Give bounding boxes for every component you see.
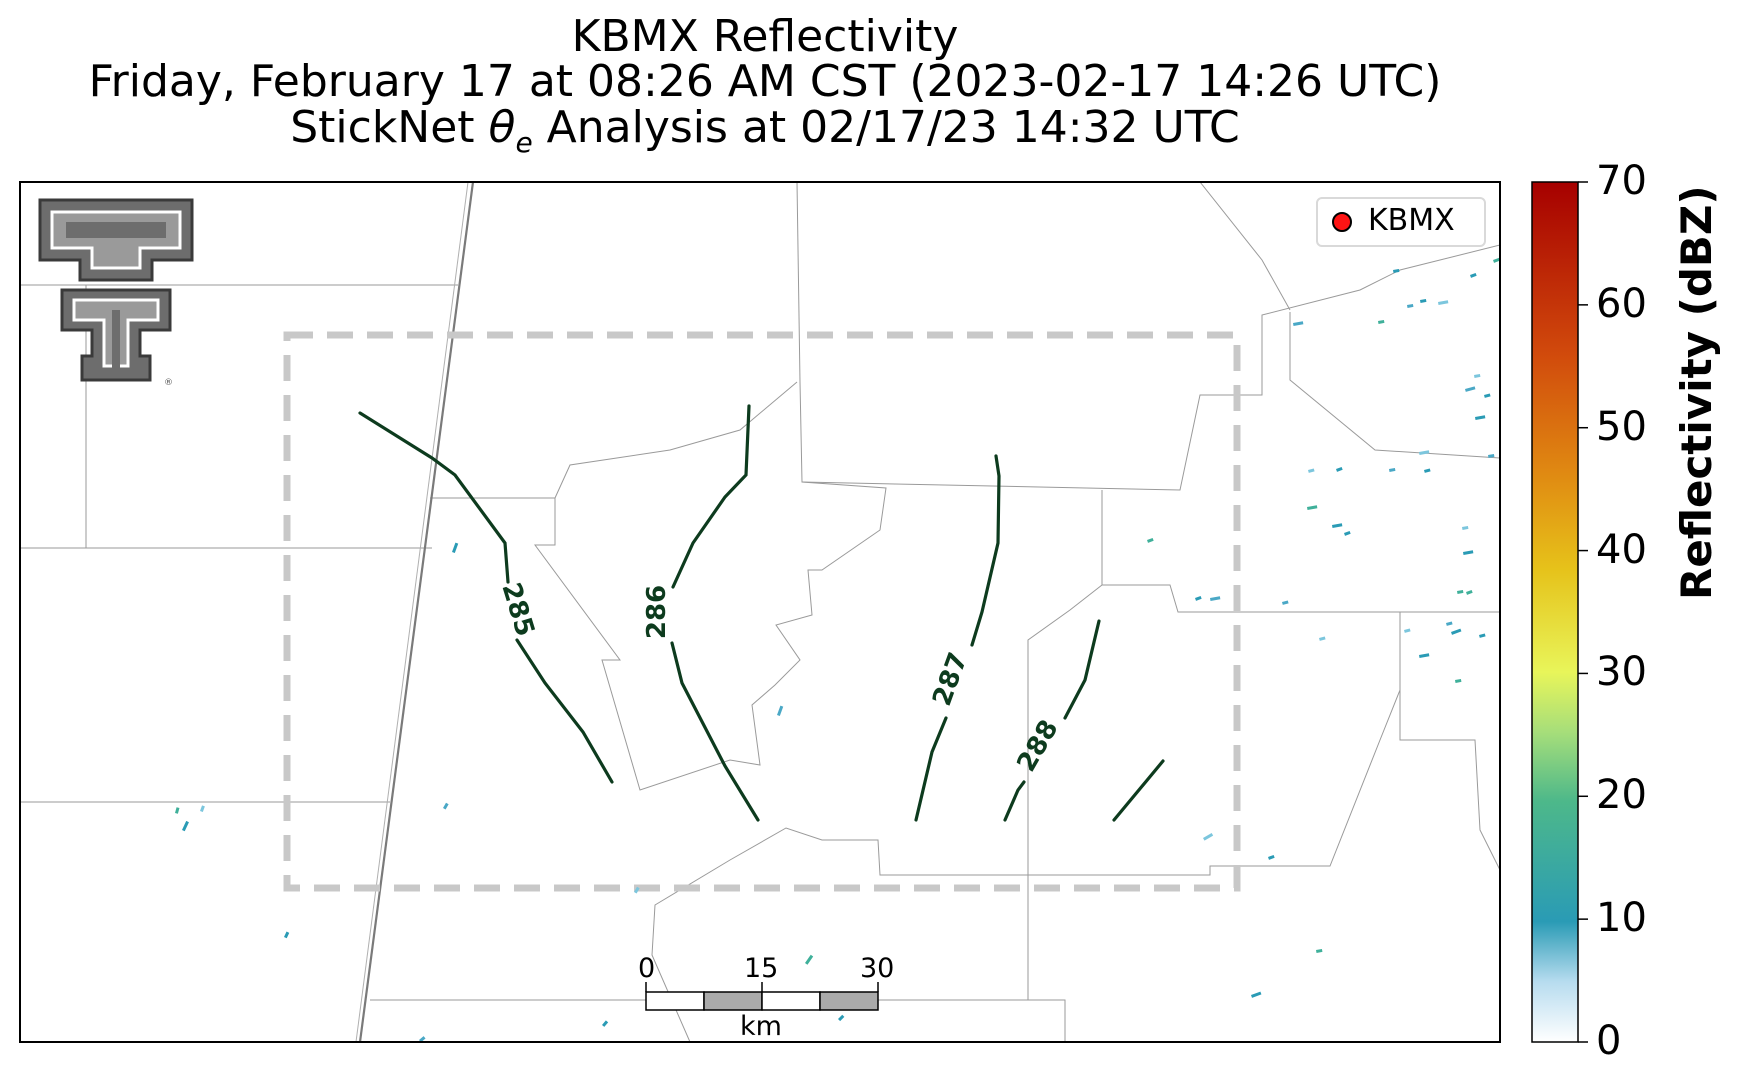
scale-tick-30: 30	[860, 953, 895, 984]
reflectivity-echo	[1438, 300, 1449, 305]
reflectivity-echo	[1332, 523, 1343, 528]
contour-288	[1063, 619, 1101, 720]
colorbar-tick-label: 60	[1596, 280, 1647, 327]
reflectivity-echo	[1462, 550, 1474, 555]
reflectivity-echo	[1393, 268, 1400, 273]
svg-text:®: ®	[164, 378, 173, 388]
reflectivity-echo	[1493, 256, 1500, 263]
reflectivity-echo	[1378, 319, 1385, 324]
reflectivity-echo	[1318, 636, 1326, 641]
contour-fragment	[1112, 759, 1165, 822]
title-radar: KBMX Reflectivity	[571, 11, 959, 62]
reflectivity-echo	[418, 1036, 426, 1042]
colorbar-tick-label: 0	[1596, 1018, 1622, 1064]
reflectivity-echo	[1487, 453, 1495, 458]
reflectivity-echoes	[175, 256, 1500, 1042]
reflectivity-echo	[175, 807, 180, 814]
contour-287	[914, 716, 948, 822]
analysis-domain-box	[283, 331, 1241, 892]
title-analysis: StickNet θe Analysis at 02/17/23 14:32 U…	[290, 102, 1240, 159]
contour-285	[358, 411, 510, 584]
reflectivity-echo	[1470, 272, 1477, 278]
reflectivity-echo	[1423, 468, 1431, 473]
reflectivity-echo	[1446, 621, 1453, 626]
state-line	[358, 182, 475, 1042]
contour-label-288: 288	[1012, 715, 1065, 777]
scale-tick-15: 15	[744, 953, 779, 984]
reflectivity-echo	[1455, 678, 1462, 683]
reflectivity-echo	[1308, 468, 1315, 473]
legend: KBMX	[1316, 197, 1486, 247]
reflectivity-echo	[838, 1014, 845, 1022]
reflectivity-echo	[1420, 298, 1427, 303]
colorbar	[1531, 181, 1579, 1043]
reflectivity-echo	[1336, 466, 1343, 472]
reflectivity-echo	[199, 805, 205, 813]
contour-288	[1003, 780, 1026, 822]
reflectivity-echo	[804, 954, 814, 965]
reflectivity-echo	[1209, 596, 1221, 601]
reflectivity-echo	[1389, 467, 1396, 472]
contour-287	[970, 454, 1001, 647]
colorbar-tick-label: 50	[1596, 403, 1647, 450]
county-boundaries	[20, 182, 1500, 1042]
contour-label-285: 285	[495, 579, 540, 640]
contour-label-286: 286	[642, 585, 672, 639]
reflectivity-echo	[1451, 628, 1462, 635]
reflectivity-echo	[1456, 589, 1464, 594]
reflectivity-echo	[1344, 530, 1351, 536]
colorbar-tick-label: 20	[1596, 772, 1647, 819]
contour-285	[515, 638, 614, 784]
legend-label: KBMX	[1368, 203, 1455, 238]
theta-e-contours	[358, 404, 1165, 822]
colorbar-tick-label: 10	[1596, 895, 1647, 942]
colorbar-tick-label: 70	[1596, 158, 1647, 204]
reflectivity-echo	[777, 705, 784, 717]
reflectivity-echo	[1315, 948, 1323, 953]
reflectivity-echo	[1484, 393, 1491, 398]
scale-unit: km	[740, 1011, 782, 1042]
reflectivity-echo	[1466, 589, 1473, 595]
colorbar-tick-label: 40	[1596, 526, 1647, 573]
reflectivity-echo	[443, 802, 449, 810]
reflectivity-echo	[1293, 321, 1304, 326]
reflectivity-echo	[1419, 653, 1430, 658]
colorbar-tick-marks	[1578, 181, 1588, 1043]
reflectivity-echo	[634, 886, 640, 894]
reflectivity-echo	[1282, 600, 1289, 605]
reflectivity-echo	[1407, 303, 1414, 308]
reflectivity-echo	[1473, 373, 1481, 378]
contour-label-287: 287	[927, 649, 974, 710]
reflectivity-echo	[602, 1020, 609, 1027]
scale-tick-0: 0	[638, 953, 656, 984]
contour-286	[670, 641, 760, 822]
radar-marker-icon	[1332, 212, 1352, 232]
double-t-logo: ®	[38, 198, 194, 388]
reflectivity-echo	[1195, 595, 1202, 601]
reflectivity-echo	[1479, 633, 1486, 638]
reflectivity-echo	[284, 931, 290, 939]
reflectivity-echo	[452, 542, 459, 554]
reflectivity-echo	[1404, 628, 1411, 633]
reflectivity-echo	[1464, 386, 1476, 392]
contour-286	[671, 404, 751, 589]
reflectivity-echo	[1268, 854, 1275, 860]
reflectivity-echo	[1475, 415, 1486, 420]
reflectivity-echo	[1146, 537, 1154, 543]
reflectivity-echo	[182, 820, 189, 832]
reflectivity-echo	[1251, 991, 1262, 998]
colorbar-label: Reflectivity (dBZ)	[1672, 185, 1721, 600]
reflectivity-echo	[1307, 505, 1318, 510]
map-frame	[19, 181, 1501, 1043]
reflectivity-echo	[1462, 525, 1469, 530]
reflectivity-echo	[1419, 450, 1430, 455]
reflectivity-echo	[1203, 833, 1214, 841]
title-datetime: Friday, February 17 at 08:26 AM CST (202…	[88, 56, 1442, 107]
scale-bar	[645, 982, 879, 1011]
colorbar-tick-label: 30	[1596, 649, 1647, 696]
